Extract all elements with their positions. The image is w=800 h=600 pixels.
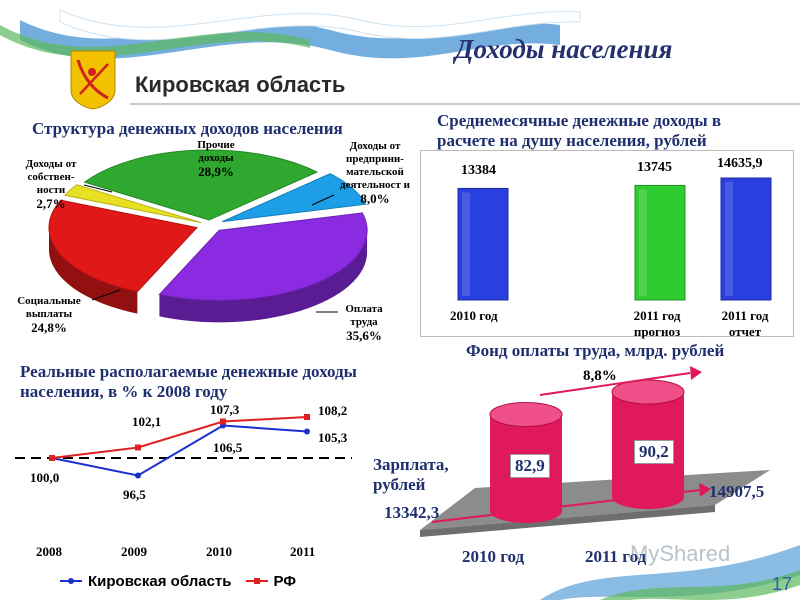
income-bar-1 bbox=[634, 184, 686, 301]
line-xtick-2011: 2011 bbox=[290, 544, 316, 559]
bar-value-2011-forecast: 13745 bbox=[637, 160, 672, 175]
pie-label-social: Социальные выплаты 24,8% bbox=[8, 295, 90, 334]
salary-label: Зарплата, рублей bbox=[373, 455, 449, 494]
line-legend: Кировская область РФ bbox=[60, 571, 296, 591]
line-xtick-2009: 2009 bbox=[121, 544, 147, 559]
bar-value-2010: 13384 bbox=[461, 163, 496, 178]
line-point-rf-2 bbox=[220, 418, 226, 425]
cylinder-category-2010: 2010 год bbox=[462, 547, 525, 566]
line-series-1 bbox=[51, 416, 308, 459]
line-point-rf-3 bbox=[304, 414, 310, 420]
income-bar-highlight-1 bbox=[639, 189, 647, 296]
line-series-0 bbox=[51, 424, 308, 477]
wage-fund-title: Фонд оплаты труда, млрд. рублей bbox=[466, 341, 725, 360]
pie-label-wages-value: 35,6% bbox=[346, 328, 382, 343]
pie-slice-1 bbox=[48, 199, 198, 293]
line-xtick-2008: 2008 bbox=[36, 544, 62, 559]
page-number: 17 bbox=[772, 574, 793, 594]
line-point-rf-0 bbox=[49, 455, 55, 461]
cylinder-category-2011: 2011 год bbox=[585, 547, 647, 566]
line-xtick-2010: 2010 bbox=[206, 544, 232, 559]
pie-slice-0 bbox=[158, 212, 368, 301]
region-name: Кировская область bbox=[135, 72, 346, 97]
line-label-rf-2011: 108,2 bbox=[318, 403, 348, 418]
legend-rf-marker bbox=[245, 578, 268, 584]
line-label-kirov-2010: 106,5 bbox=[213, 440, 243, 455]
bar-category-2011-report: 2011 год отчет bbox=[721, 308, 769, 339]
pie-leader-line-0 bbox=[83, 184, 113, 193]
watermark-text: MyShared bbox=[630, 541, 731, 566]
income-bar-highlight-2 bbox=[725, 182, 733, 296]
income-bar-highlight-0 bbox=[462, 192, 470, 296]
cylinder-value-2010: 82,9 bbox=[510, 454, 550, 478]
line-label-rf-2010: 107,3 bbox=[210, 402, 240, 417]
pie-leader-line-1 bbox=[91, 289, 121, 301]
cylinder-value-2011: 90,2 bbox=[634, 440, 674, 464]
line-point-rf-1 bbox=[135, 444, 141, 451]
line-chart-title: Реальные располагаемые денежные доходы н… bbox=[20, 362, 357, 401]
income-bar-2 bbox=[720, 177, 772, 301]
pie-label-social-value: 24,8% bbox=[31, 320, 67, 335]
growth-arrow-line bbox=[539, 372, 691, 396]
pie-label-other-name: Прочие доходы bbox=[197, 139, 235, 164]
growth-arrow-head bbox=[690, 366, 702, 380]
pie-slice-3 bbox=[83, 149, 319, 221]
flag-ribbon-top-white bbox=[59, 9, 581, 41]
salary-arrow-head bbox=[699, 483, 711, 497]
pie-label-business-value: 8,0% bbox=[360, 191, 390, 206]
line-point-kirov-1 bbox=[135, 472, 141, 479]
pie-label-wages-name: Оплата труда bbox=[345, 303, 383, 328]
pie-label-other-value: 28,9% bbox=[198, 164, 234, 179]
growth-label: 8,8% bbox=[583, 368, 617, 384]
legend-rf-label: РФ bbox=[273, 572, 297, 590]
bar-category-2011-forecast: 2011 год прогноз bbox=[633, 308, 681, 339]
pie-label-business: Доходы от предприни-мательской деятельно… bbox=[336, 140, 414, 205]
income-bar-0 bbox=[457, 187, 509, 301]
pie-slice-4 bbox=[222, 173, 367, 223]
line-label-kirov-2008: 100,0 bbox=[30, 470, 60, 485]
pie-leader-line-2 bbox=[311, 194, 335, 206]
bar-value-2011-report: 14635,9 bbox=[717, 156, 763, 171]
cylinder-top-0 bbox=[489, 401, 563, 427]
salary-arrow-line bbox=[431, 489, 701, 523]
cylinder-floor-edge bbox=[420, 505, 715, 537]
pie-label-property: Доходы от собствен-ности 2,7% bbox=[18, 158, 84, 210]
pie-label-property-value: 2,7% bbox=[36, 196, 66, 211]
pie-label-business-name: Доходы от предприни-мательской деятельно… bbox=[340, 140, 410, 191]
bar-category-2010: 2010 год bbox=[450, 308, 498, 323]
legend-kirov-label: Кировская область bbox=[88, 572, 232, 590]
flag-ribbon-bottom-green bbox=[600, 570, 800, 600]
line-label-kirov-2011: 105,3 bbox=[318, 430, 348, 445]
line-label-kirov-2009: 96,5 bbox=[123, 487, 146, 502]
line-label-rf-2009: 102,1 bbox=[132, 414, 162, 429]
legend-kirov-marker bbox=[60, 578, 82, 584]
coat-of-arms-logo bbox=[70, 50, 116, 110]
salary-value-2010: 13342,3 bbox=[384, 503, 440, 522]
pie-label-social-name: Социальные выплаты bbox=[17, 295, 81, 320]
pie-label-other: Прочие доходы 28,9% bbox=[190, 139, 242, 178]
line-point-kirov-3 bbox=[304, 428, 310, 435]
pie-slice-side-0 bbox=[159, 230, 368, 323]
pie-label-property-name: Доходы от собствен-ности bbox=[25, 158, 77, 196]
page-title: Доходы населения bbox=[455, 34, 673, 64]
income-bar-frame bbox=[420, 150, 794, 337]
pie-chart-title: Структура денежных доходов населения bbox=[32, 119, 343, 138]
flag-ribbon-top-green bbox=[0, 25, 310, 57]
pie-label-wages: Оплата труда 35,6% bbox=[338, 303, 390, 342]
pie-slice-2 bbox=[64, 184, 202, 224]
salary-value-2011: 14907,5 bbox=[709, 482, 765, 501]
income-bar-chart-title: Среднемесячные денежные доходы в расчете… bbox=[437, 111, 722, 150]
